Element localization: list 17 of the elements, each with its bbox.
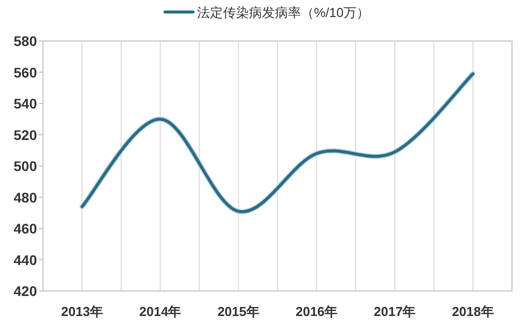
y-tick-label: 460 (14, 220, 38, 236)
x-tick-label: 2013年 (61, 304, 104, 319)
x-tick-label: 2014年 (139, 304, 182, 319)
x-tick-label: 2017年 (374, 304, 416, 319)
y-tick-label: 560 (14, 64, 38, 80)
line-series (80, 71, 476, 214)
x-tick-label: 2016年 (296, 304, 338, 319)
y-tick-label: 580 (14, 33, 38, 49)
legend-label: 法定传染病发病率（%/10万） (197, 5, 370, 20)
x-tick-label: 2015年 (217, 304, 260, 319)
x-tick-label: 2018年 (452, 304, 494, 319)
y-tick-label: 500 (14, 158, 38, 174)
y-tick-label: 520 (14, 126, 38, 143)
y-tick-label: 540 (14, 96, 38, 112)
y-tick-label: 480 (14, 189, 38, 206)
y-tick-label: 420 (14, 283, 38, 299)
y-tick-label: 440 (14, 252, 38, 268)
